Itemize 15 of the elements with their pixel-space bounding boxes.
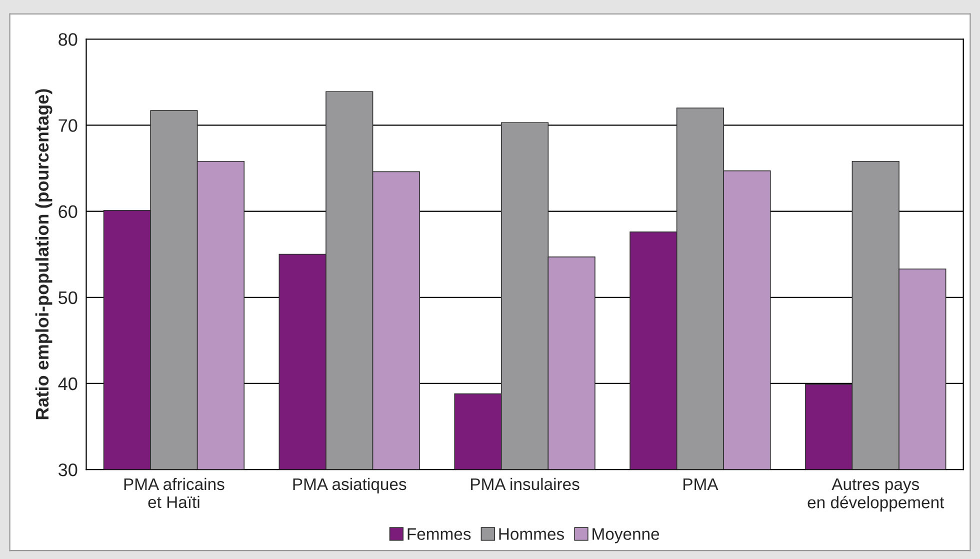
x-tick-label: PMA insulaires xyxy=(471,478,580,490)
y-tick-label: 60 xyxy=(58,205,78,218)
y-tick-label: 50 xyxy=(58,291,78,304)
x-tick-label: PMA asiatiques xyxy=(293,478,406,494)
y-axis-title: Ratio emploi-population (pourcentage) xyxy=(35,89,52,420)
x-tick-label: PMA africains et Haïti xyxy=(124,478,224,508)
x-tick-label: Autres pays en développement xyxy=(808,478,944,512)
legend-label: Femmes xyxy=(408,528,471,540)
x-tick-label: PMA xyxy=(684,478,718,490)
y-tick-label: 70 xyxy=(58,119,78,132)
legend-label: Moyenne xyxy=(592,528,660,544)
y-tick-label: 80 xyxy=(58,33,78,46)
y-tick-label: 40 xyxy=(58,377,78,390)
y-tick-label: 30 xyxy=(58,463,78,476)
legend-label: Hommes xyxy=(499,528,564,540)
